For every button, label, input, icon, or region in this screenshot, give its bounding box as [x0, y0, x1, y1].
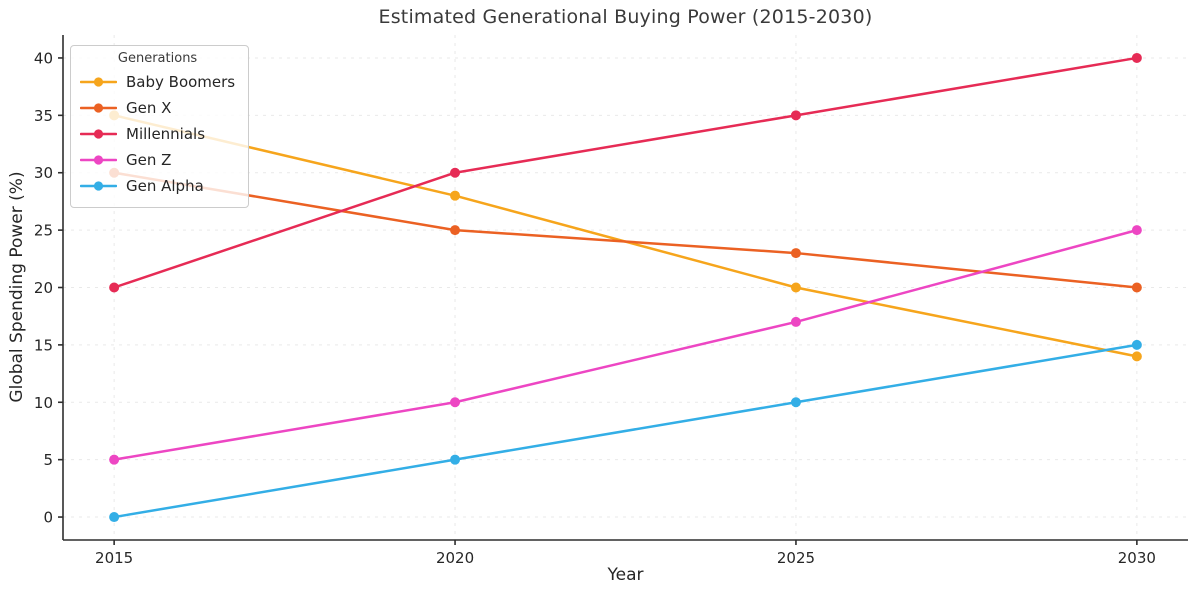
data-point-gen-x-2030 — [1131, 282, 1142, 293]
y-tick-label: 15 — [34, 336, 53, 354]
data-point-gen-alpha-2030 — [1131, 339, 1142, 350]
y-tick-label: 10 — [34, 394, 53, 412]
data-point-baby-boomers-2020 — [450, 190, 461, 201]
legend-marker-icon — [93, 155, 104, 165]
legend-swatch-gen-alpha — [80, 181, 117, 191]
y-tick-label: 35 — [34, 107, 53, 125]
legend-swatch-baby-boomers — [80, 77, 117, 87]
data-point-millennials-2015 — [109, 282, 120, 293]
y-tick-label: 0 — [43, 509, 53, 527]
data-point-gen-z-2025 — [790, 316, 801, 327]
data-point-millennials-2030 — [1131, 52, 1142, 63]
data-point-gen-x-2020 — [450, 225, 461, 236]
y-axis-label: Global Spending Power (%) — [7, 171, 27, 403]
x-tick-label: 2030 — [1118, 549, 1156, 567]
legend-label-millennials: Millennials — [126, 125, 206, 143]
legend-label-gen-alpha: Gen Alpha — [126, 177, 204, 195]
legend-label-gen-z: Gen Z — [126, 151, 172, 169]
series-line-gen-z — [112, 228, 1139, 461]
y-tick-label: 30 — [34, 164, 53, 182]
series-line-gen-x — [112, 171, 1139, 289]
data-point-gen-alpha-2025 — [790, 397, 801, 408]
legend-item-millennials: Millennials — [80, 121, 235, 147]
x-axis-label: Year — [607, 565, 644, 585]
data-point-gen-alpha-2015 — [109, 512, 120, 523]
legend-items: Baby Boomers Gen X Millennials Gen Z Gen Alp… — [80, 69, 235, 199]
data-point-millennials-2025 — [790, 110, 801, 121]
data-point-gen-x-2025 — [790, 248, 801, 259]
x-tick-label: 2015 — [95, 549, 133, 567]
legend-swatch-gen-z — [80, 155, 117, 165]
legend-swatch-millennials — [80, 129, 117, 139]
legend-marker-icon — [93, 77, 104, 87]
legend-item-gen-alpha: Gen Alpha — [80, 173, 235, 199]
legend-title: Generations — [117, 51, 198, 66]
legend-marker-icon — [93, 181, 104, 191]
data-point-gen-z-2020 — [450, 397, 461, 408]
chart-title: Estimated Generational Buying Power (201… — [378, 6, 873, 28]
y-tick-label: 20 — [34, 279, 53, 297]
y-tick-label: 25 — [34, 222, 53, 240]
legend-label-gen-x: Gen X — [126, 99, 172, 117]
data-point-baby-boomers-2030 — [1131, 351, 1142, 362]
legend-marker-icon — [93, 103, 104, 113]
x-tick-label: 2020 — [436, 549, 474, 567]
legend-marker-icon — [93, 129, 104, 139]
legend: Generations Baby Boomers Gen X Millennials… — [70, 45, 250, 208]
series-line-millennials — [112, 56, 1139, 289]
y-tick-label: 40 — [34, 49, 53, 67]
x-tick-label: 2025 — [777, 549, 815, 567]
legend-item-gen-x: Gen X — [80, 95, 235, 121]
data-point-gen-alpha-2020 — [450, 454, 461, 465]
y-tick-label: 5 — [43, 451, 53, 469]
data-point-gen-z-2030 — [1131, 225, 1142, 236]
legend-item-baby-boomers: Baby Boomers — [80, 69, 235, 95]
legend-label-baby-boomers: Baby Boomers — [126, 73, 236, 91]
data-point-baby-boomers-2025 — [790, 282, 801, 293]
legend-swatch-gen-x — [80, 103, 117, 113]
series-line-gen-alpha — [112, 343, 1139, 519]
data-point-gen-z-2015 — [109, 454, 120, 465]
legend-item-gen-z: Gen Z — [80, 147, 235, 173]
data-point-millennials-2020 — [450, 167, 461, 178]
